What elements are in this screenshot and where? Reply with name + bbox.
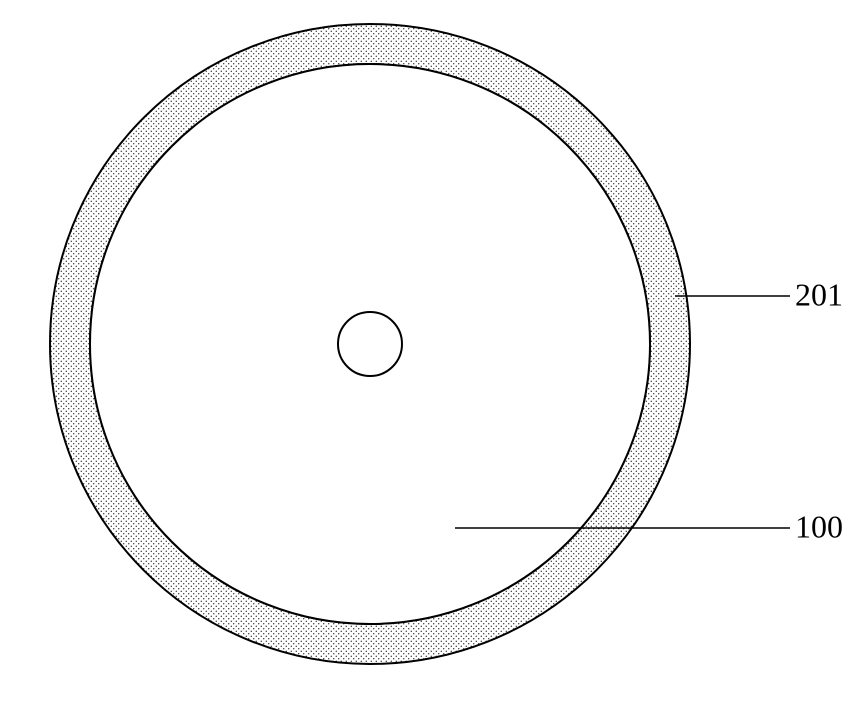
center-hole: [338, 312, 402, 376]
concentric-ring-diagram: 201 100: [0, 0, 858, 703]
label-201: 201: [795, 276, 843, 312]
label-100: 100: [795, 508, 843, 544]
